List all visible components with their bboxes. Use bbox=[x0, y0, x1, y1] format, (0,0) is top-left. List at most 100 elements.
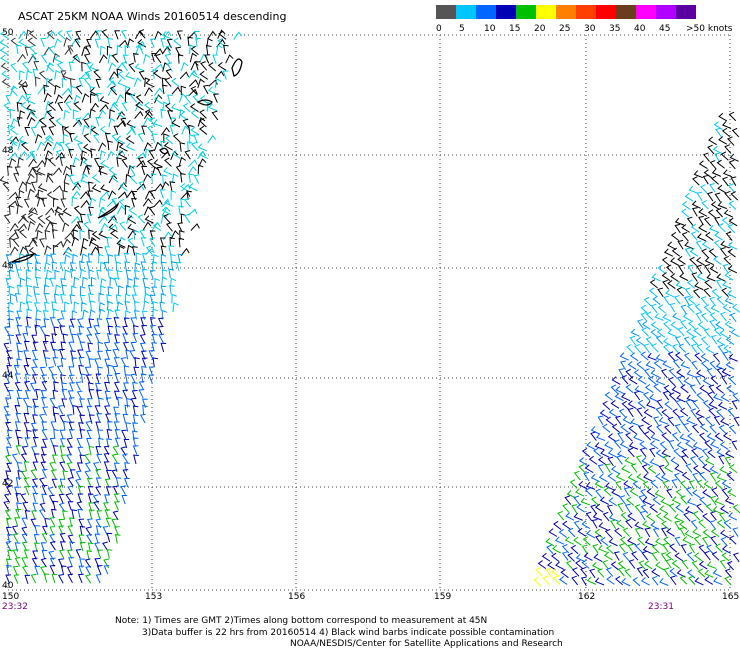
wind-barb bbox=[640, 577, 650, 586]
wind-barb bbox=[115, 477, 122, 487]
wind-barb bbox=[141, 357, 148, 367]
wind-barb bbox=[20, 493, 27, 503]
wind-barb bbox=[95, 382, 101, 393]
wind-barb bbox=[730, 191, 739, 201]
wind-barb bbox=[70, 268, 76, 279]
wind-barb bbox=[663, 295, 670, 306]
wind-barb bbox=[115, 325, 121, 336]
wind-barb bbox=[56, 318, 63, 328]
wind-barb bbox=[714, 480, 723, 490]
wind-barb bbox=[61, 87, 72, 96]
wind-barb bbox=[62, 207, 72, 217]
wind-barb bbox=[40, 454, 47, 464]
wind-barb bbox=[696, 343, 704, 354]
wind-barb bbox=[19, 301, 26, 312]
wind-barb bbox=[125, 349, 131, 360]
wind-barb bbox=[667, 280, 676, 289]
wind-barb bbox=[643, 560, 653, 570]
wind-barb bbox=[77, 508, 84, 519]
wind-barb bbox=[713, 121, 723, 130]
wind-barb bbox=[41, 549, 48, 560]
wind-barb bbox=[669, 575, 677, 586]
wind-barb bbox=[8, 157, 17, 168]
wind-barb bbox=[78, 422, 84, 432]
wind-barb bbox=[108, 224, 118, 232]
wind-barb bbox=[36, 167, 46, 176]
wind-barb bbox=[610, 399, 620, 409]
wind-barb bbox=[683, 296, 690, 306]
wind-barb bbox=[94, 358, 100, 368]
wind-barb bbox=[5, 397, 11, 407]
wind-barb bbox=[102, 541, 109, 552]
wind-barb bbox=[59, 549, 65, 559]
wind-barb bbox=[619, 352, 629, 361]
wind-barb bbox=[642, 480, 651, 491]
wind-barb bbox=[648, 287, 658, 297]
wind-barb bbox=[706, 368, 714, 378]
wind-barb bbox=[198, 150, 209, 160]
wind-barb bbox=[99, 261, 106, 272]
wind-barb bbox=[77, 349, 83, 359]
wind-barb bbox=[132, 414, 139, 424]
wind-barb bbox=[641, 464, 649, 474]
wind-barb bbox=[62, 470, 69, 480]
wind-barb bbox=[53, 348, 60, 359]
wind-barb bbox=[51, 573, 58, 584]
wind-barb bbox=[89, 63, 99, 72]
wind-barb bbox=[128, 206, 138, 216]
wind-barb bbox=[58, 502, 66, 513]
wind-barb bbox=[149, 270, 156, 280]
wind-barb bbox=[124, 45, 130, 55]
wind-barb bbox=[659, 505, 669, 514]
wind-barb bbox=[581, 520, 591, 530]
wind-barb bbox=[656, 399, 664, 409]
wind-barb bbox=[100, 285, 106, 295]
wind-barb bbox=[6, 429, 13, 440]
wind-barb bbox=[711, 168, 722, 177]
wind-barb bbox=[161, 309, 168, 320]
wind-barb bbox=[69, 318, 76, 328]
wind-barb bbox=[674, 217, 685, 226]
wind-barb bbox=[58, 574, 64, 584]
wind-barb bbox=[67, 45, 74, 55]
wind-barb bbox=[674, 352, 684, 362]
wind-barb bbox=[703, 169, 713, 179]
wind-barb bbox=[45, 215, 54, 225]
wind-barb bbox=[21, 526, 28, 537]
wind-barb bbox=[580, 497, 590, 506]
wind-barb bbox=[660, 497, 670, 506]
wind-barb bbox=[21, 557, 28, 567]
wind-barb bbox=[114, 254, 120, 264]
wind-barb bbox=[81, 93, 90, 103]
wind-barb bbox=[37, 214, 46, 225]
wind-barb bbox=[163, 133, 169, 144]
wind-barb bbox=[15, 445, 22, 455]
wind-barb bbox=[721, 368, 731, 377]
wind-barb bbox=[613, 439, 622, 449]
wind-barb bbox=[714, 497, 724, 506]
wind-barb bbox=[652, 295, 661, 306]
wind-barb bbox=[728, 159, 736, 170]
wind-barb bbox=[90, 93, 96, 104]
wind-barb bbox=[106, 549, 113, 559]
wind-barb bbox=[708, 248, 717, 258]
wind-barb bbox=[149, 294, 156, 304]
wind-barb bbox=[570, 544, 579, 555]
wind-barb bbox=[661, 432, 670, 442]
wind-barb bbox=[77, 318, 83, 328]
wind-barb bbox=[13, 574, 20, 584]
wind-barb bbox=[598, 522, 608, 531]
wind-barb bbox=[104, 509, 111, 519]
wind-barb bbox=[623, 480, 633, 489]
wind-barb bbox=[79, 229, 85, 240]
wind-barb bbox=[119, 182, 128, 192]
wind-barb bbox=[178, 237, 185, 248]
wind-barb bbox=[143, 110, 153, 120]
wind-barb bbox=[16, 389, 23, 400]
wind-barb bbox=[111, 518, 118, 528]
wind-barb bbox=[145, 245, 153, 255]
wind-barb bbox=[6, 446, 12, 456]
wind-barb bbox=[170, 277, 177, 288]
wind-barb bbox=[16, 44, 22, 55]
wind-barb bbox=[723, 209, 733, 218]
